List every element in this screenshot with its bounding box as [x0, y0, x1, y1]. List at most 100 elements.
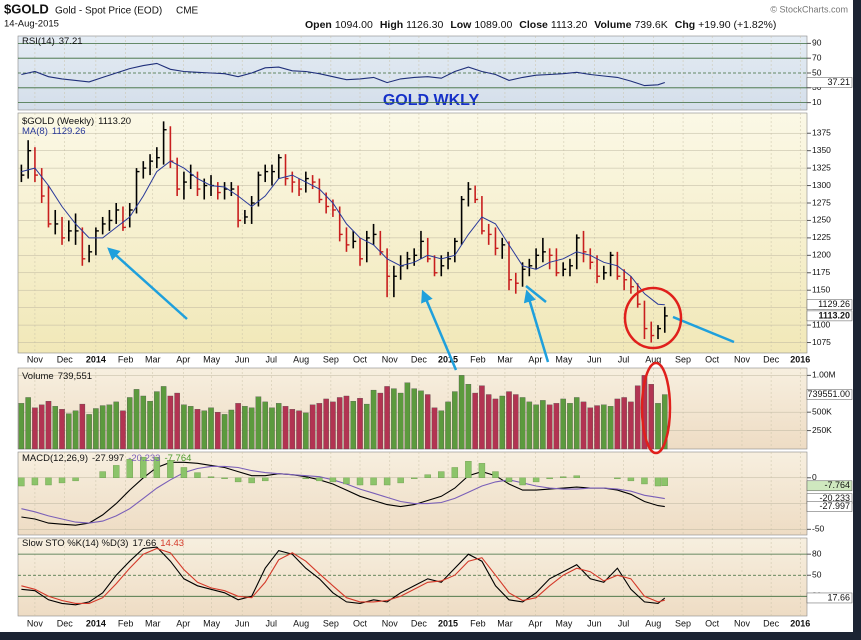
histogram-bar [343, 477, 350, 485]
quote-label: Open [305, 19, 332, 31]
line [21, 547, 665, 604]
histogram-bar [519, 477, 526, 486]
volume-bar [323, 398, 329, 450]
quote-value: 1089.00 [474, 19, 512, 31]
histogram-bar [207, 476, 215, 478]
legend-item: 37.21 [59, 36, 83, 47]
volume-bar [336, 397, 343, 450]
y-tick-label: 500K [812, 406, 832, 416]
y-tick-label: 1225 [812, 232, 831, 242]
volume-bar [52, 406, 58, 450]
x-tick-label: Oct [705, 354, 720, 364]
legend-item: 739,551 [58, 371, 92, 382]
volume-bar [221, 414, 228, 450]
x-tick-label: Oct [353, 354, 368, 364]
quote-label: Volume [594, 19, 631, 31]
histogram-bar [383, 477, 391, 486]
volume-bar [99, 405, 106, 450]
histogram-bar [113, 465, 120, 478]
legend: MACD(12,26,9) -27.997 -20.233 -7.764 [22, 453, 191, 464]
exchange: CME [176, 6, 199, 17]
histogram-bar [478, 463, 486, 478]
x-tick-label: Feb [118, 618, 134, 628]
volume-bar [513, 394, 519, 450]
x-tick-label: Dec [57, 618, 74, 628]
x-tick-label: Mar [497, 354, 513, 364]
line [21, 546, 666, 606]
x-tick-label: Jun [235, 618, 250, 628]
volume-bar [208, 407, 214, 450]
legend-item: $GOLD (Weekly) [22, 116, 94, 127]
value-box [806, 501, 853, 512]
volume-bar [93, 408, 99, 450]
volume-bar [282, 406, 289, 450]
x-tick-label: Oct [705, 618, 720, 628]
volume-bar [391, 388, 397, 450]
histogram-bar [654, 477, 662, 487]
x-tick-label: Apr [528, 354, 542, 364]
x-tick-label: Dec [763, 354, 780, 364]
volume-bar [255, 396, 262, 450]
line [21, 62, 665, 87]
volume-bar [485, 394, 492, 450]
volume-bar [506, 391, 512, 450]
volume-bar [343, 395, 350, 450]
legend-item: -7.764 [164, 453, 191, 464]
histogram-bar [234, 477, 242, 483]
legend-item: 1113.20 [98, 116, 131, 127]
y-tick-label: 1200 [812, 250, 831, 260]
x-tick-label: Mar [145, 354, 161, 364]
histogram-bar [410, 477, 418, 480]
x-tick-label: Aug [293, 354, 309, 364]
y-tick-label: 1250 [812, 215, 831, 225]
volume-bar [377, 392, 384, 450]
x-tick-label: Apr [528, 618, 542, 628]
volume-bar [458, 375, 465, 450]
volume-bar [154, 391, 160, 450]
x-tick-label: Aug [293, 618, 309, 628]
volume-bar [621, 397, 627, 450]
legend-item: MACD(12,26,9) [22, 453, 88, 464]
y-tick-label: 1150 [812, 284, 831, 294]
x-tick-label: 2015 [438, 354, 458, 364]
quote-value: 1126.30 [406, 19, 443, 31]
macd-panel [17, 451, 808, 536]
volume-bar [275, 403, 282, 450]
volume-bar [533, 404, 539, 450]
histogram-bar [370, 477, 377, 486]
x-tick-label: Feb [470, 618, 486, 628]
volume-bar [201, 410, 207, 450]
quote-value: 1094.00 [335, 19, 373, 31]
volume-bar [147, 400, 153, 450]
histogram-bar [492, 471, 499, 478]
volume-bar [248, 407, 255, 450]
x-tick-label: Feb [470, 354, 486, 364]
volume-bar [140, 395, 147, 450]
x-tick-label: Nov [382, 618, 399, 628]
volume-bar [418, 390, 424, 450]
legend-item: MA(8) [22, 126, 48, 137]
quote-value: +19.90 (+1.82%) [698, 19, 776, 31]
volume-bar [655, 403, 661, 450]
histogram-bar [546, 477, 553, 480]
volume-bar [133, 389, 140, 450]
histogram-bar [329, 477, 337, 483]
volume-bar [634, 385, 641, 450]
volume-bar [445, 401, 451, 450]
volume-bar [167, 395, 174, 450]
histogram-bar [661, 477, 668, 486]
y-tick-label: 50 [812, 67, 822, 77]
x-tick-label: May [555, 354, 573, 364]
y-tick-label: 1350 [812, 145, 831, 155]
arrow [107, 247, 188, 320]
histogram-bar [451, 467, 459, 478]
volume-bar [662, 394, 668, 450]
x-tick-label: Dec [57, 354, 74, 364]
histogram-bar [194, 472, 201, 478]
volume-bar [38, 404, 45, 450]
volume-bar [303, 412, 309, 450]
y-tick-label: 1375 [812, 127, 831, 137]
moving-average [21, 160, 665, 306]
histogram-bar [614, 477, 621, 480]
volume-bar [86, 414, 92, 450]
